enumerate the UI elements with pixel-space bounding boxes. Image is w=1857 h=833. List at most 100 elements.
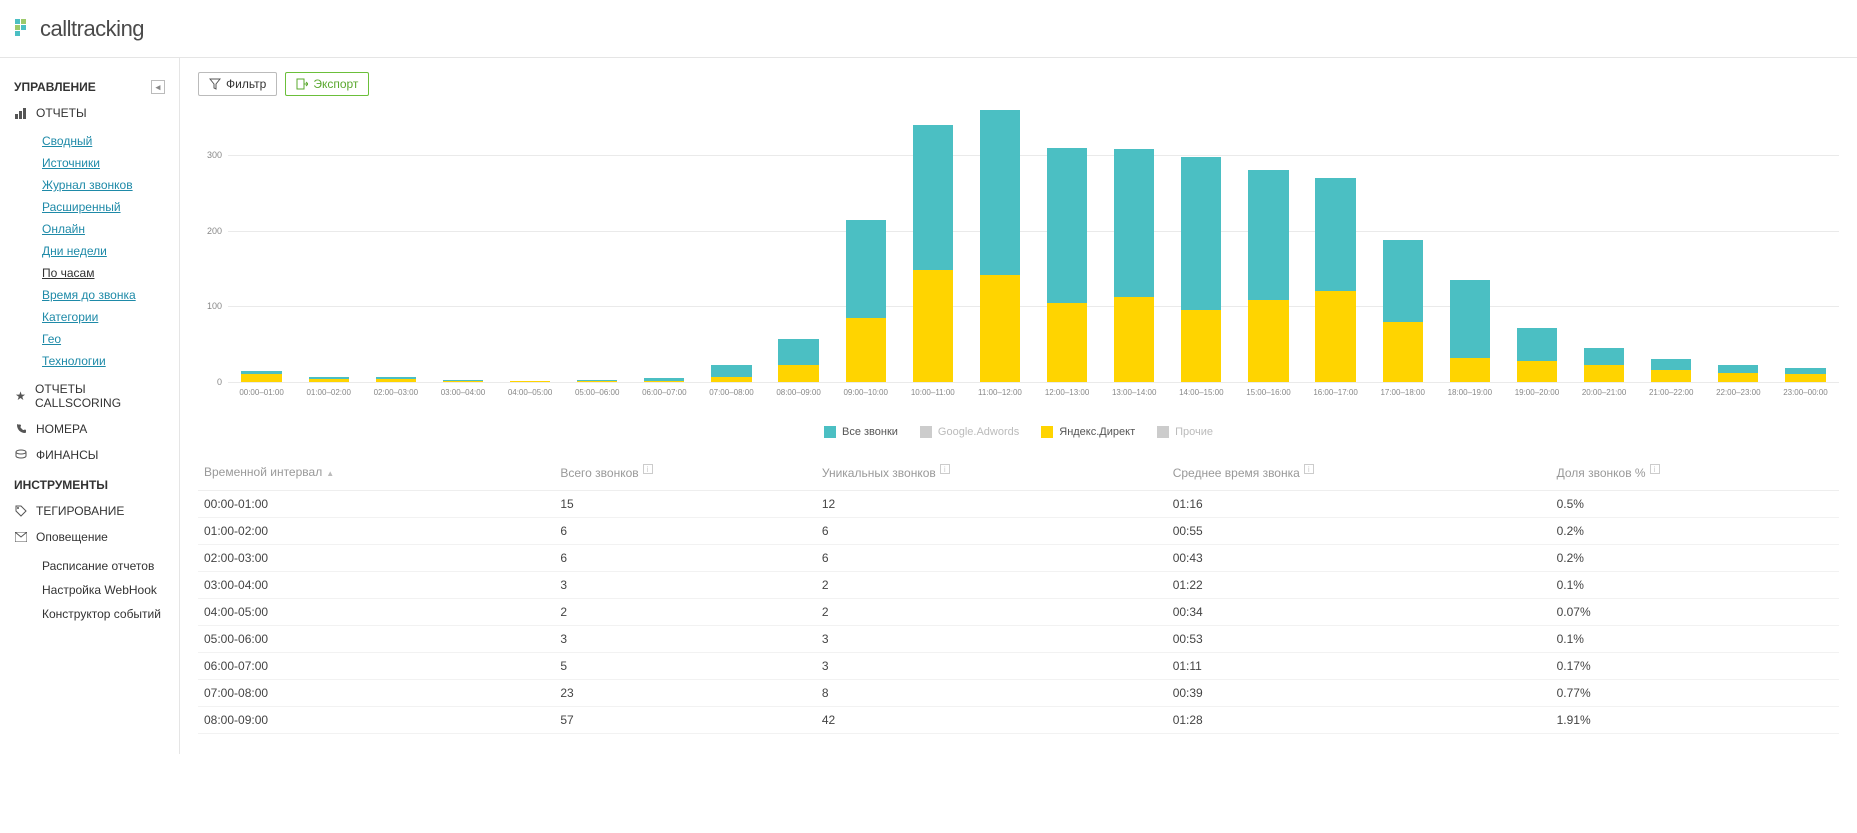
sidebar-item-finance[interactable]: ФИНАНСЫ [0,442,179,468]
chart-bar-slot[interactable]: 00:00–01:00 [228,110,295,382]
sidebar-report-link[interactable]: Журнал звонков [42,174,133,196]
sidebar-finance-label: ФИНАНСЫ [36,448,98,462]
export-button[interactable]: Экспорт [285,72,369,96]
chart-bar-slot[interactable]: 13:00–14:00 [1101,110,1168,382]
chart-bar-slot[interactable]: 19:00–20:00 [1503,110,1570,382]
legend-item[interactable]: Все звонки [824,426,898,438]
sidebar-item-reports[interactable]: ОТЧЕТЫ [0,100,179,126]
chart-xtick-label: 08:00–09:00 [776,388,821,397]
sidebar-report-link[interactable]: Время до звонка [42,284,136,306]
sidebar-report-link[interactable]: Гео [42,328,61,350]
table-row[interactable]: 06:00-07:005301:110.17% [198,653,1839,680]
chart-bar-slot[interactable]: 10:00–11:00 [899,110,966,382]
chart-bar-slot[interactable]: 11:00–12:00 [966,110,1033,382]
chart-bar-segment-yandex [1584,365,1624,382]
chart-bar-slot[interactable]: 03:00–04:00 [429,110,496,382]
table-column-header[interactable]: Уникальных звонковi [816,456,1167,491]
sidebar-report-link[interactable]: Дни недели [42,240,107,262]
table-row[interactable]: 07:00-08:0023800:390.77% [198,680,1839,707]
sidebar-report-link[interactable]: Расширенный [42,196,121,218]
table-cell: 3 [554,572,815,599]
chart-bar-segment-yandex [309,379,349,382]
table-column-header[interactable]: Доля звонков %i [1551,456,1839,491]
chart-bar-slot[interactable]: 08:00–09:00 [765,110,832,382]
table-row[interactable]: 00:00-01:00151201:160.5% [198,491,1839,518]
topbar: calltracking [0,0,1857,58]
tag-icon [14,504,28,518]
chart-bar-slot[interactable]: 01:00–02:00 [295,110,362,382]
sidebar-report-link[interactable]: Технологии [42,350,106,372]
legend-item[interactable]: Яндекс.Директ [1041,426,1135,438]
sidebar-tool-link[interactable]: Расписание отчетов [42,554,179,578]
table-cell: 02:00-03:00 [198,545,554,572]
chart-bar-segment-all [1315,178,1355,291]
chart-bar-slot[interactable]: 12:00–13:00 [1034,110,1101,382]
table-row[interactable]: 05:00-06:003300:530.1% [198,626,1839,653]
chart-bar-slot[interactable]: 18:00–19:00 [1436,110,1503,382]
chart-xtick-label: 19:00–20:00 [1515,388,1560,397]
table-row[interactable]: 02:00-03:006600:430.2% [198,545,1839,572]
sidebar-report-link[interactable]: Сводный [42,130,92,152]
legend-item[interactable]: Google.Adwords [920,426,1019,438]
table-column-header[interactable]: Временной интервал▲ [198,456,554,491]
table-row[interactable]: 03:00-04:003201:220.1% [198,572,1839,599]
chart-bar-segment-all [711,365,751,378]
sidebar-collapse-toggle[interactable]: ◂ [151,80,165,94]
chart-xtick-label: 17:00–18:00 [1380,388,1425,397]
chart-bar-slot[interactable]: 06:00–07:00 [631,110,698,382]
chart-bar-segment-yandex [510,381,550,382]
sidebar-item-numbers[interactable]: НОМЕРА [0,416,179,442]
chart-bar-slot[interactable]: 22:00–23:00 [1705,110,1772,382]
info-icon[interactable]: i [1304,464,1314,474]
logo-text: calltracking [40,16,144,42]
phone-icon [14,422,28,436]
chart-bar-slot[interactable]: 17:00–18:00 [1369,110,1436,382]
chart-bar-slot[interactable]: 04:00–05:00 [497,110,564,382]
chart-bar-slot[interactable]: 09:00–10:00 [832,110,899,382]
logo[interactable]: calltracking [14,16,144,42]
table-column-header[interactable]: Среднее время звонкаi [1167,456,1551,491]
filter-button[interactable]: Фильтр [198,72,277,96]
sidebar-report-link[interactable]: Онлайн [42,218,85,240]
chart-bar-slot[interactable]: 23:00–00:00 [1772,110,1839,382]
chart-bar-segment-all [778,339,818,365]
table-cell: 04:00-05:00 [198,599,554,626]
table-cell: 01:28 [1167,707,1551,734]
legend-item[interactable]: Прочие [1157,426,1213,438]
info-icon[interactable]: i [1650,464,1660,474]
table-cell: 00:39 [1167,680,1551,707]
chart-bar-slot[interactable]: 02:00–03:00 [362,110,429,382]
table-cell: 0.5% [1551,491,1839,518]
table-row[interactable]: 08:00-09:00574201:281.91% [198,707,1839,734]
chart-bar-segment-yandex [241,374,281,382]
sidebar-tool-link[interactable]: Конструктор событий [42,602,179,626]
sidebar-item-notify[interactable]: Оповещение [0,524,179,550]
sidebar-report-link[interactable]: По часам [42,262,94,284]
chart-bar-slot[interactable]: 20:00–21:00 [1571,110,1638,382]
sidebar-tool-link[interactable]: Настройка WebHook [42,578,179,602]
sidebar-item-callscoring[interactable]: ★ ОТЧЕТЫ CALLSCORING [0,376,179,416]
sidebar-report-link[interactable]: Источники [42,152,100,174]
table-column-header[interactable]: Всего звонковi [554,456,815,491]
filter-icon [209,78,221,90]
info-icon[interactable]: i [940,464,950,474]
table-cell: 01:22 [1167,572,1551,599]
chart-xtick-label: 21:00–22:00 [1649,388,1694,397]
legend-label: Яндекс.Директ [1059,426,1135,438]
chart-gridline [228,382,1839,383]
chart-bar-slot[interactable]: 05:00–06:00 [564,110,631,382]
table-row[interactable]: 04:00-05:002200:340.07% [198,599,1839,626]
chart-bar-segment-yandex [1651,370,1691,382]
table-cell: 00:55 [1167,518,1551,545]
chart-bar-slot[interactable]: 16:00–17:00 [1302,110,1369,382]
info-icon[interactable]: i [643,464,653,474]
chart-bar-slot[interactable]: 07:00–08:00 [698,110,765,382]
chart-bar-slot[interactable]: 21:00–22:00 [1638,110,1705,382]
table-row[interactable]: 01:00-02:006600:550.2% [198,518,1839,545]
table-cell: 01:00-02:00 [198,518,554,545]
chart-bar-slot[interactable]: 14:00–15:00 [1168,110,1235,382]
sidebar-report-link[interactable]: Категории [42,306,98,328]
table-body: 00:00-01:00151201:160.5%01:00-02:006600:… [198,491,1839,734]
sidebar-item-tagging[interactable]: ТЕГИРОВАНИЕ [0,498,179,524]
chart-bar-slot[interactable]: 15:00–16:00 [1235,110,1302,382]
